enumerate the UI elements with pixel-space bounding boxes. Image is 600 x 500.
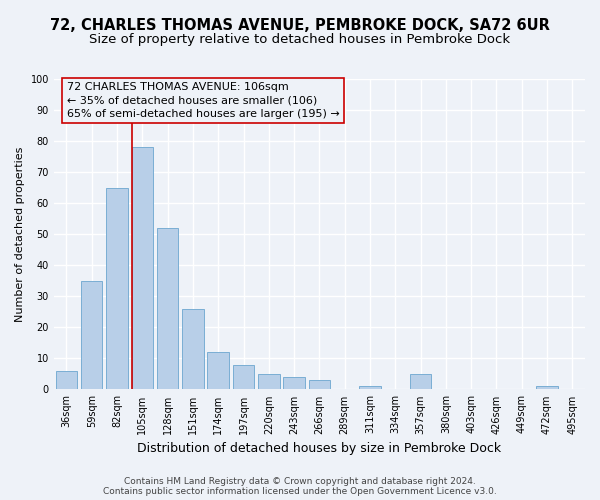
- Bar: [410, 374, 431, 390]
- Bar: [283, 377, 305, 390]
- Bar: [208, 352, 229, 390]
- Bar: [56, 371, 77, 390]
- Bar: [157, 228, 178, 390]
- Text: 72 CHARLES THOMAS AVENUE: 106sqm
← 35% of detached houses are smaller (106)
65% : 72 CHARLES THOMAS AVENUE: 106sqm ← 35% o…: [67, 82, 340, 118]
- Bar: [182, 308, 203, 390]
- Y-axis label: Number of detached properties: Number of detached properties: [15, 146, 25, 322]
- Text: Contains HM Land Registry data © Crown copyright and database right 2024.: Contains HM Land Registry data © Crown c…: [124, 476, 476, 486]
- Bar: [359, 386, 381, 390]
- Bar: [258, 374, 280, 390]
- Bar: [233, 364, 254, 390]
- Text: 72, CHARLES THOMAS AVENUE, PEMBROKE DOCK, SA72 6UR: 72, CHARLES THOMAS AVENUE, PEMBROKE DOCK…: [50, 18, 550, 32]
- Bar: [81, 281, 103, 390]
- Bar: [106, 188, 128, 390]
- Bar: [536, 386, 558, 390]
- Bar: [308, 380, 330, 390]
- Text: Size of property relative to detached houses in Pembroke Dock: Size of property relative to detached ho…: [89, 32, 511, 46]
- Bar: [131, 148, 153, 390]
- X-axis label: Distribution of detached houses by size in Pembroke Dock: Distribution of detached houses by size …: [137, 442, 502, 455]
- Text: Contains public sector information licensed under the Open Government Licence v3: Contains public sector information licen…: [103, 486, 497, 496]
